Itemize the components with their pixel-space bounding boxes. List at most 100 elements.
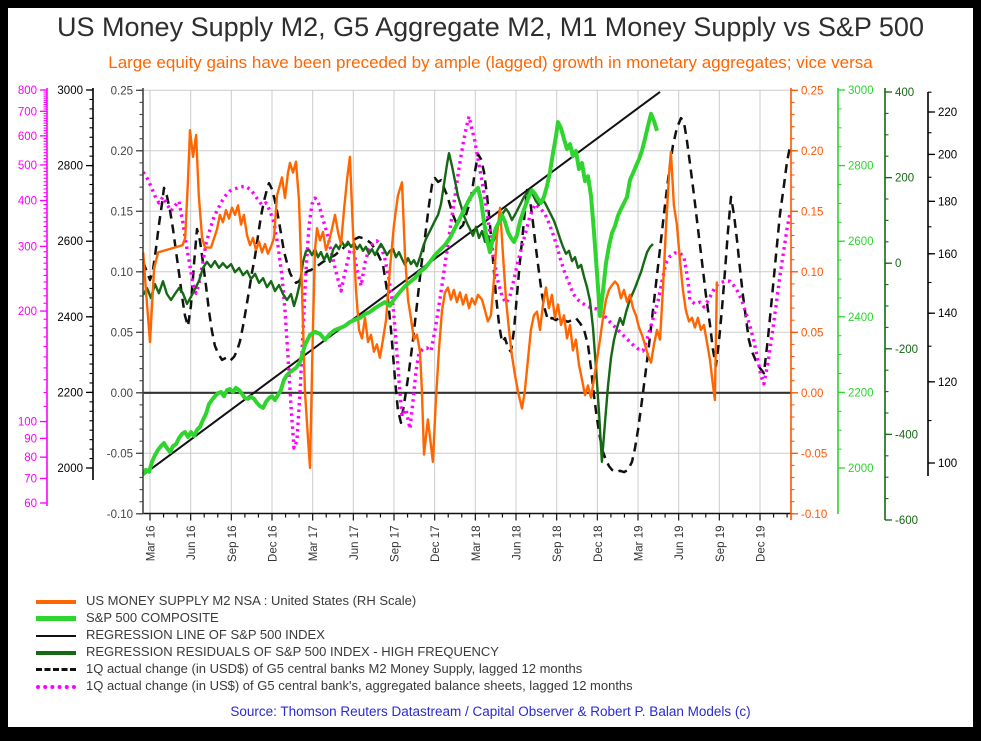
x-tick-label: Sep 19: [715, 526, 727, 562]
y-tick-label: 3000: [57, 85, 83, 97]
y-tick-label: 0.25: [111, 85, 133, 97]
y-axis-pct_left: 0.25 0.20 0.15 0.10 0.05 0.00 -0.05 -0.10: [107, 85, 144, 521]
x-tick-label: Dec 17: [430, 526, 442, 562]
y-tick-label: 0.05: [111, 327, 133, 339]
series-regression-line-of-s-p-500-index: [142, 91, 661, 476]
y-tick-label: 180: [938, 196, 957, 208]
dark-green-line-swatch: [36, 650, 76, 655]
x-tick-label: Mar 18: [471, 526, 483, 562]
x-tick-label: Dec 16: [268, 526, 280, 562]
y-tick-label: -600: [895, 515, 918, 527]
y-tick-label: 120: [938, 377, 957, 389]
black-line-swatch: [36, 634, 76, 637]
y-tick-label: 70: [24, 473, 37, 485]
y-axis-pct_right: 0.25 0.20 0.15 0.10 0.05 0.00 -0.05 -0.10: [790, 85, 827, 521]
y-tick-label: 0.05: [801, 327, 823, 339]
y-tick-label: 3000: [848, 85, 874, 97]
legend-item: 1Q actual change (in US$) of G5 central …: [36, 677, 633, 694]
series-s-p-500-composite: [142, 111, 659, 476]
y-axis-m1_log: 800 700 600 500 400 300 200 100 90 80 70 60: [18, 85, 48, 510]
y-axis-m1b_log: 220 200 180 160 140 120 100: [927, 91, 957, 476]
y-tick-label: 0.20: [111, 146, 133, 158]
y-tick-label: 200: [895, 173, 914, 185]
y-tick-label: 0.15: [111, 206, 133, 218]
y-tick-label: 60: [24, 498, 37, 510]
black-dashed-line-swatch: [36, 668, 76, 672]
y-axis-flow_right: 400 200 0 -200 -400 -600: [884, 87, 918, 527]
chart-subtitle: Large equity gains have been preceded by…: [108, 53, 873, 72]
y-tick-label: 160: [938, 249, 957, 261]
y-axis-spx_left: 3000 2800 2600 2400 2200 2000: [57, 85, 94, 480]
y-tick-label: 2600: [848, 236, 874, 248]
y-tick-label: 2600: [57, 236, 83, 248]
y-tick-label: -0.05: [801, 448, 827, 460]
y-tick-label: 0: [895, 258, 901, 270]
y-tick-label: 100: [18, 417, 37, 429]
y-tick-label: 0.15: [801, 206, 823, 218]
page-title: US Money Supply M2, G5 Aggregate M2, M1 …: [57, 12, 924, 42]
legend-label: S&P 500 COMPOSITE: [86, 610, 219, 625]
y-tick-label: -0.05: [107, 448, 133, 460]
series-regression-residuals-of-s-p-500-index-hi: [142, 151, 654, 463]
x-tick-label: Mar 17: [308, 526, 320, 562]
x-tick-label: Dec 18: [593, 526, 605, 562]
x-tick-label: Sep 17: [390, 526, 402, 562]
y-tick-label: 100: [938, 458, 957, 470]
x-tick-label: Jun 18: [512, 526, 524, 561]
y-tick-label: 2200: [848, 387, 874, 399]
green-line-swatch: [36, 616, 76, 622]
legend-label: US MONEY SUPPLY M2 NSA : United States (…: [86, 593, 417, 608]
x-tick-label: Mar 16: [146, 526, 158, 562]
x-tick-label: Mar 19: [634, 526, 646, 562]
x-tick-label: Jun 16: [186, 526, 198, 561]
x-tick-label: Dec 19: [756, 526, 768, 562]
y-tick-label: -400: [895, 429, 918, 441]
y-tick-label: 2800: [848, 161, 874, 173]
orange-line-swatch: [36, 599, 76, 604]
magenta-dotted-line-swatch: [36, 684, 76, 689]
y-tick-label: 2400: [848, 312, 874, 324]
series-group: [142, 91, 792, 476]
y-tick-label: 0.20: [801, 146, 823, 158]
legend-label: REGRESSION LINE OF S&P 500 INDEX: [86, 627, 325, 642]
y-tick-label: 800: [18, 85, 37, 97]
y-tick-label: 0.00: [111, 388, 133, 400]
y-tick-label: 2000: [57, 463, 83, 475]
series-1q-actual-change-in-us-of-g5-central-ban: [142, 114, 792, 450]
y-tick-label: 0.10: [111, 267, 133, 279]
x-tick-label: Sep 18: [552, 526, 564, 562]
y-tick-label: 500: [18, 160, 37, 172]
y-tick-label: 2200: [57, 387, 83, 399]
y-tick-label: 0.00: [801, 388, 823, 400]
legend-item: REGRESSION RESIDUALS OF S&P 500 INDEX - …: [36, 643, 633, 660]
legend-label: REGRESSION RESIDUALS OF S&P 500 INDEX - …: [86, 644, 499, 659]
y-tick-label: 90: [24, 433, 37, 445]
legend-label: 1Q actual change (in USD$) of G5 central…: [86, 661, 583, 676]
legend-item: US MONEY SUPPLY M2 NSA : United States (…: [36, 592, 633, 609]
y-tick-label: 300: [18, 241, 37, 253]
series-us-money-supply-m2-nsa-united-states-rh-: [142, 128, 719, 469]
legend: US MONEY SUPPLY M2 NSA : United States (…: [36, 592, 633, 694]
y-tick-label: 0.10: [801, 267, 823, 279]
legend-label: 1Q actual change (in US$) of G5 central …: [86, 678, 633, 693]
y-tick-label: 140: [938, 308, 957, 320]
source-credit: Source: Thomson Reuters Datastream / Cap…: [230, 704, 751, 719]
y-tick-label: 220: [938, 107, 957, 119]
y-tick-label: -0.10: [801, 509, 827, 521]
y-tick-label: 2400: [57, 312, 83, 324]
y-axis-spx_right: 3000 2800 2600 2400 2200 2000: [837, 85, 874, 514]
y-tick-label: 80: [24, 452, 37, 464]
chart-canvas: Mar 16 Jun 16 Sep 16 Dec 16 Mar 17 Jun 17 Sep …: [18, 85, 957, 562]
x-tick-label: Jun 17: [349, 526, 361, 561]
y-tick-label: 0.25: [801, 85, 823, 97]
y-tick-label: 400: [895, 87, 914, 99]
y-tick-label: 200: [938, 149, 957, 161]
y-tick-label: 2000: [848, 463, 874, 475]
y-tick-label: 700: [18, 106, 37, 118]
legend-item: 1Q actual change (in USD$) of G5 central…: [36, 660, 633, 677]
x-tick-label: Jun 19: [674, 526, 686, 561]
x-axis: Mar 16 Jun 16 Sep 16 Dec 16 Mar 17 Jun 17 Sep …: [143, 512, 791, 562]
y-tick-label: -0.10: [107, 509, 133, 521]
y-tick-label: 200: [18, 306, 37, 318]
